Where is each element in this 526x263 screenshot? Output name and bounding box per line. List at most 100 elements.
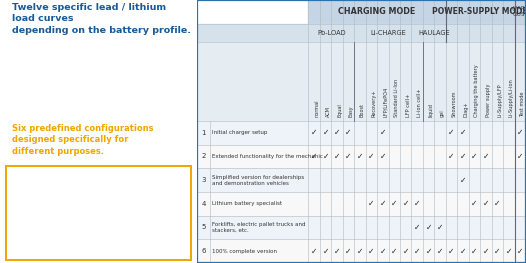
Text: ✓: ✓ — [414, 247, 420, 256]
Text: ✓: ✓ — [357, 152, 363, 161]
Text: ✓: ✓ — [517, 152, 523, 161]
Text: ✓: ✓ — [483, 152, 489, 161]
Text: ✓: ✓ — [322, 152, 329, 161]
Bar — [197, 42, 526, 121]
Text: ACM: ACM — [326, 106, 330, 117]
Text: ✓: ✓ — [448, 152, 455, 161]
Text: ✓: ✓ — [505, 247, 512, 256]
Text: ✓: ✓ — [414, 223, 420, 232]
Text: Twelve specific lead / lithium
load curves
depending on the battery profile.: Twelve specific lead / lithium load curv… — [12, 3, 191, 35]
Text: Forklifts, electric pallet trucks and
stackers, etc.: Forklifts, electric pallet trucks and st… — [213, 222, 306, 233]
Text: ✓: ✓ — [517, 247, 523, 256]
Text: ✓: ✓ — [334, 247, 340, 256]
Bar — [197, 239, 526, 263]
Text: Power supply: Power supply — [486, 84, 491, 117]
Bar — [197, 145, 526, 168]
Text: ✓: ✓ — [448, 128, 455, 137]
Bar — [197, 192, 526, 216]
Text: ✓: ✓ — [322, 128, 329, 137]
Bar — [197, 216, 526, 239]
Text: Recovery+: Recovery+ — [371, 89, 377, 117]
Text: Initial charger setup: Initial charger setup — [213, 130, 268, 135]
Text: ✓: ✓ — [311, 128, 317, 137]
Text: Li-Supply/Li-ion: Li-Supply/Li-ion — [509, 78, 514, 117]
Bar — [197, 121, 526, 145]
Text: ✓: ✓ — [380, 247, 386, 256]
Bar — [6, 166, 191, 260]
Text: Showroom: Showroom — [451, 90, 457, 117]
Text: 2: 2 — [201, 154, 206, 159]
Text: ✓: ✓ — [368, 152, 375, 161]
Text: 5: 5 — [201, 225, 206, 230]
Text: ✓: ✓ — [460, 176, 466, 185]
Text: 3: 3 — [201, 177, 206, 183]
Text: ✓: ✓ — [483, 247, 489, 256]
Text: POWER-SUPPLY MODE: POWER-SUPPLY MODE — [432, 7, 526, 16]
Text: ✓: ✓ — [471, 152, 478, 161]
Text: ✓: ✓ — [460, 128, 466, 137]
Text: Li-Supply/LFP: Li-Supply/LFP — [498, 83, 502, 117]
Text: Six predefined configurations
designed specifically for
different purposes.: Six predefined configurations designed s… — [12, 124, 154, 156]
Text: LFP/LiFePO4: LFP/LiFePO4 — [383, 87, 388, 117]
Text: Pb-LOAD: Pb-LOAD — [317, 30, 346, 36]
Text: normal: normal — [314, 99, 319, 117]
Text: ✓: ✓ — [483, 199, 489, 208]
Text: 100% complete version: 100% complete version — [213, 249, 277, 254]
Text: ✓: ✓ — [517, 128, 523, 137]
Text: Boost: Boost — [360, 103, 365, 117]
Text: ✓: ✓ — [471, 247, 478, 256]
Text: Li-ion cell+: Li-ion cell+ — [417, 89, 422, 117]
Text: LFP cell+: LFP cell+ — [406, 94, 411, 117]
Text: ✓: ✓ — [460, 152, 466, 161]
Text: ✓: ✓ — [345, 128, 352, 137]
Text: Charging the battery: Charging the battery — [474, 64, 480, 117]
Text: ✓: ✓ — [368, 247, 375, 256]
Text: ✓: ✓ — [402, 199, 409, 208]
Bar — [308, 0, 526, 24]
Text: ✓: ✓ — [437, 223, 443, 232]
Text: Test mode: Test mode — [520, 92, 525, 117]
Text: liquid: liquid — [429, 103, 433, 117]
Text: Diag+: Diag+ — [463, 102, 468, 117]
Text: ✓: ✓ — [414, 199, 420, 208]
Text: ✓: ✓ — [471, 199, 478, 208]
Text: ✓: ✓ — [380, 199, 386, 208]
Text: ✓: ✓ — [426, 223, 432, 232]
Text: Li-CHARGE: Li-CHARGE — [371, 30, 407, 36]
Text: ✓: ✓ — [334, 152, 340, 161]
Text: ✓: ✓ — [368, 199, 375, 208]
Text: (VARI-
OUS): (VARI- OUS) — [511, 6, 526, 17]
Text: ✓: ✓ — [494, 199, 501, 208]
Text: ✓: ✓ — [357, 247, 363, 256]
Text: ✓: ✓ — [391, 247, 398, 256]
Text: 1: 1 — [201, 130, 206, 136]
Text: 4: 4 — [201, 201, 206, 207]
Text: Lithium battery specialist: Lithium battery specialist — [213, 201, 282, 206]
Text: ✓: ✓ — [322, 247, 329, 256]
Text: ✓: ✓ — [334, 128, 340, 137]
Text: Easy: Easy — [348, 105, 353, 117]
Text: Standard Li-Ion: Standard Li-Ion — [394, 79, 399, 117]
Text: ✓: ✓ — [426, 247, 432, 256]
Text: ✓: ✓ — [311, 152, 317, 161]
Text: ✓: ✓ — [460, 247, 466, 256]
Bar — [197, 24, 526, 42]
Text: ✓: ✓ — [448, 247, 455, 256]
Text: ✓: ✓ — [380, 128, 386, 137]
Text: ✓: ✓ — [311, 247, 317, 256]
Text: Extended functionality for the mechanic: Extended functionality for the mechanic — [213, 154, 323, 159]
Text: Equal: Equal — [337, 103, 342, 117]
Text: gel: gel — [440, 109, 445, 117]
Text: ✓: ✓ — [437, 247, 443, 256]
Text: ✓: ✓ — [494, 247, 501, 256]
Text: ✓: ✓ — [391, 199, 398, 208]
Text: ✓: ✓ — [402, 247, 409, 256]
Text: HAULAGE: HAULAGE — [419, 30, 450, 36]
Text: ✓: ✓ — [345, 247, 352, 256]
Text: ✓: ✓ — [380, 152, 386, 161]
Text: 6: 6 — [201, 248, 206, 254]
Bar — [197, 168, 526, 192]
Text: Simplified version for dealerships
and demonstration vehicles: Simplified version for dealerships and d… — [213, 175, 305, 186]
Text: ✓: ✓ — [345, 152, 352, 161]
Text: CHARGING MODE: CHARGING MODE — [338, 7, 416, 16]
